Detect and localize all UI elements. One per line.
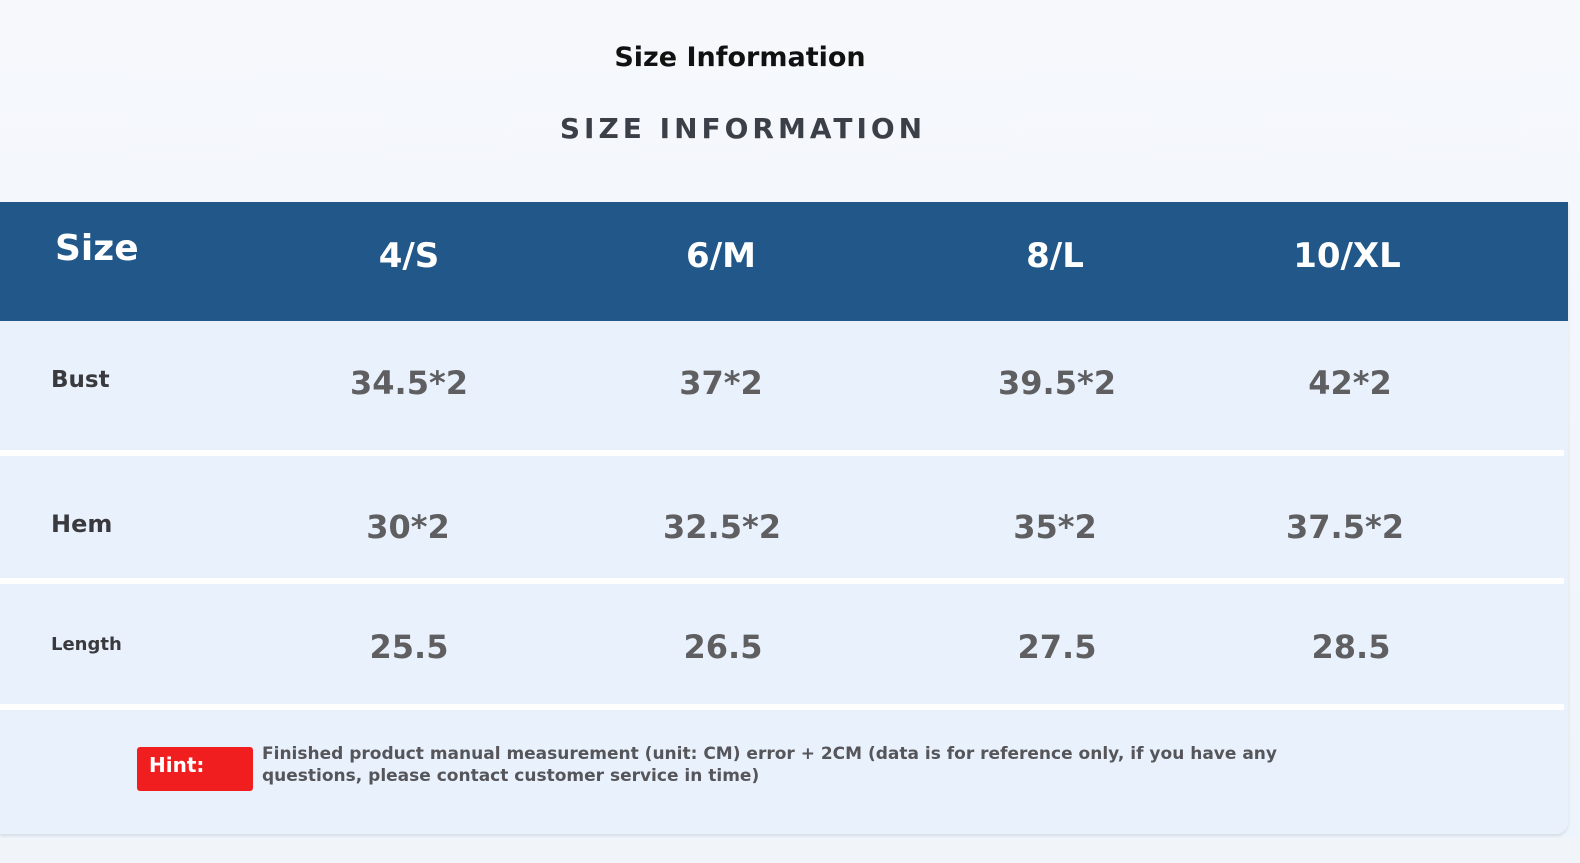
row-divider xyxy=(0,578,1564,584)
page-subtitle: SIZE INFORMATION xyxy=(559,112,927,145)
length-value-10-xl: 28.5 xyxy=(1311,628,1391,666)
row-divider xyxy=(0,450,1564,456)
row-label-bust: Bust xyxy=(51,367,110,393)
length-value-8-l: 27.5 xyxy=(1017,628,1097,666)
table-row-bust: Bust 34.5*2 37*2 39.5*2 42*2 xyxy=(0,321,1568,450)
hem-value-10-xl: 37.5*2 xyxy=(1286,508,1404,546)
table-header-row: Size 4/S 6/M 8/L 10/XL xyxy=(0,202,1568,321)
column-header-10-xl: 10/XL xyxy=(1293,236,1401,276)
hint-badge: Hint: xyxy=(137,747,253,791)
page-bottom-strip xyxy=(0,838,1580,863)
row-label-length: Length xyxy=(51,634,122,655)
bust-value-6-m: 37*2 xyxy=(679,364,763,402)
bust-value-8-l: 39.5*2 xyxy=(998,364,1116,402)
column-header-8-l: 8/L xyxy=(1026,236,1084,276)
bust-value-10-xl: 42*2 xyxy=(1308,364,1392,402)
bust-value-4-s: 34.5*2 xyxy=(350,364,468,402)
row-divider xyxy=(0,704,1564,710)
page-title: Size Information xyxy=(614,42,866,73)
row-label-hem: Hem xyxy=(51,510,113,538)
hint-section: Hint: Finished product manual measuremen… xyxy=(0,710,1568,834)
column-header-6-m: 6/M xyxy=(686,236,756,276)
hem-value-4-s: 30*2 xyxy=(366,508,450,546)
table-row-length: Length 25.5 26.5 27.5 28.5 xyxy=(0,584,1568,704)
length-value-4-s: 25.5 xyxy=(369,628,449,666)
hem-value-8-l: 35*2 xyxy=(1013,508,1097,546)
column-header-4-s: 4/S xyxy=(378,236,440,276)
hint-text: Finished product manual measurement (uni… xyxy=(262,744,1277,786)
size-chart-table: Size 4/S 6/M 8/L 10/XL Bust 34.5*2 37*2 … xyxy=(0,202,1568,834)
size-column-label: Size xyxy=(55,228,139,269)
hem-value-6-m: 32.5*2 xyxy=(663,508,781,546)
table-row-hem: Hem 30*2 32.5*2 35*2 37.5*2 xyxy=(0,456,1568,578)
length-value-6-m: 26.5 xyxy=(683,628,763,666)
